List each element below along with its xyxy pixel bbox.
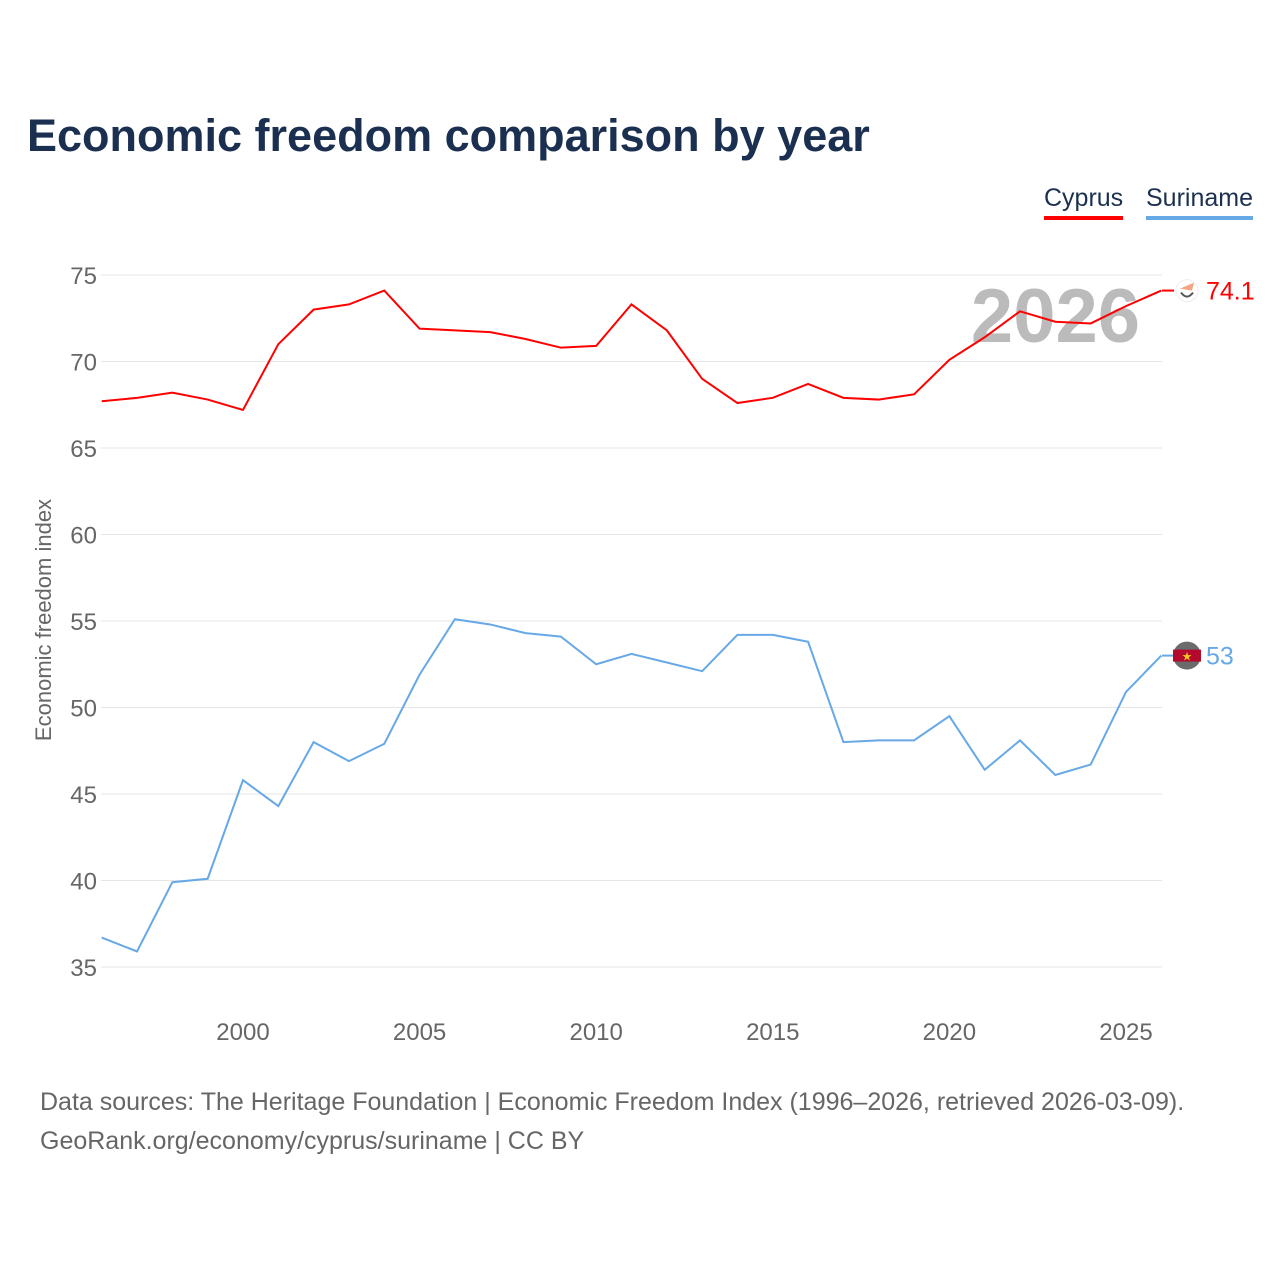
x-tick-label: 2005 xyxy=(393,1019,446,1046)
x-tick-label: 2000 xyxy=(216,1019,269,1046)
y-axis-label: Economic freedom index xyxy=(31,499,56,741)
series-line-suriname xyxy=(101,618,1163,953)
chart-title: Economic freedom comparison by year xyxy=(27,110,870,161)
x-tick-label: 2025 xyxy=(1099,1019,1152,1046)
y-tick-label: 65 xyxy=(70,436,97,463)
end-value-label: 74.1 xyxy=(1206,278,1255,306)
y-tick-label: 60 xyxy=(70,523,97,550)
year-watermark: 2026 xyxy=(971,274,1140,359)
cyprus-flag-branches xyxy=(1180,291,1194,298)
y-tick-label: 45 xyxy=(70,782,97,809)
y-tick-label: 35 xyxy=(70,955,97,982)
y-tick-label: 55 xyxy=(70,609,97,636)
series-line-cyprus xyxy=(101,289,1162,412)
x-tick-label: 2020 xyxy=(923,1019,976,1046)
cyprus-flag-icon xyxy=(1175,279,1199,303)
source-link[interactable]: GeoRank.org/economy/cyprus/suriname | CC… xyxy=(40,1127,585,1155)
y-tick-label: 75 xyxy=(70,263,97,290)
suriname-flag-star: ★ xyxy=(1182,650,1193,664)
y-tick-label: 50 xyxy=(70,696,97,723)
cyprus-flag-map xyxy=(1180,282,1194,291)
source-note: Data sources: The Heritage Foundation | … xyxy=(40,1088,1185,1116)
suriname-flag-band xyxy=(1173,649,1201,662)
legend-item-suriname[interactable]: Suriname xyxy=(1146,184,1253,220)
y-tick-label: 70 xyxy=(70,350,97,377)
y-tick-label: 40 xyxy=(70,869,97,896)
legend-item-cyprus[interactable]: Cyprus xyxy=(1044,184,1124,220)
end-value-label: 53 xyxy=(1206,643,1234,671)
x-tick-label: 2010 xyxy=(569,1019,622,1046)
x-tick-label: 2015 xyxy=(746,1019,799,1046)
